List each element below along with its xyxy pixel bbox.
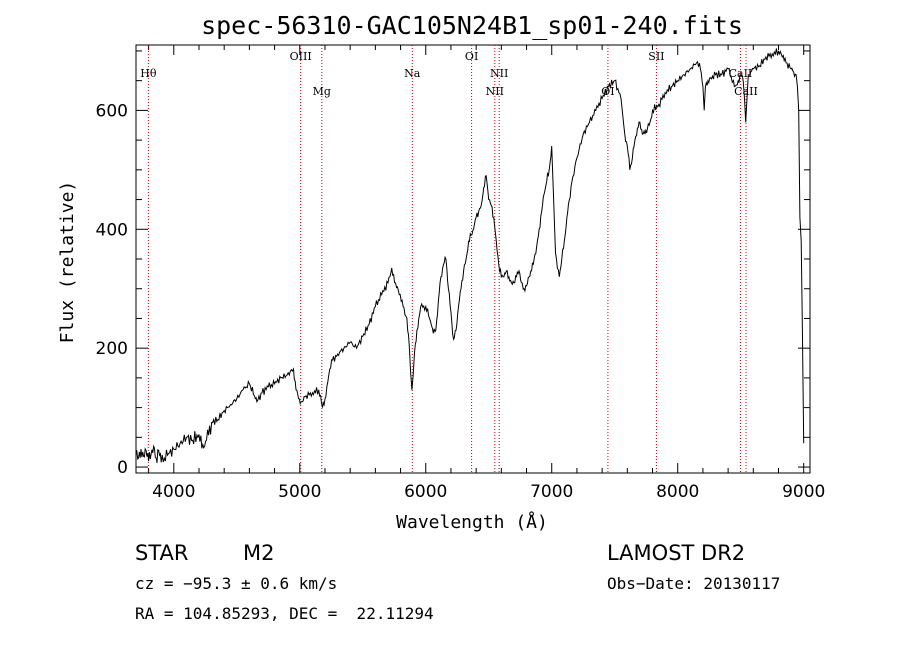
y-tick-label: 400	[96, 220, 128, 240]
x-axis-tick-labels: 4000 5000 6000 7000 8000 9000	[152, 482, 825, 502]
plot-frame	[135, 44, 811, 474]
spectral-line-label: NII	[490, 67, 508, 80]
x-tick-label: 9000	[782, 482, 825, 502]
spectral-line-label: OI	[465, 50, 478, 63]
redshift-velocity: cz = −95.3 ± 0.6 km/s	[135, 574, 338, 593]
y-tick-label: 0	[117, 458, 128, 478]
coordinates: RA = 104.85293, DEC = 22.11294	[135, 604, 434, 623]
spectral-line-label: CaII	[734, 85, 758, 98]
spectral-line-label: Na	[404, 67, 421, 80]
x-tick-label: 4000	[152, 482, 195, 502]
spectral-line-label: CaII	[729, 67, 753, 80]
y-axis-label: Flux (relative)	[57, 181, 78, 344]
spectral-line-label: NII	[486, 85, 504, 98]
x-tick-label: 7000	[530, 482, 573, 502]
spectral-line-label: Mg	[313, 85, 331, 98]
x-tick-label: 8000	[656, 482, 699, 502]
spectral-line-label: SII	[648, 50, 664, 63]
x-tick-label: 5000	[278, 482, 321, 502]
spectral-line-label: Hθ	[140, 67, 157, 80]
object-subclass: M2	[243, 541, 275, 565]
spectrum-line	[135, 48, 805, 463]
x-axis-label: Wavelength (Å)	[396, 511, 548, 533]
y-axis-ticks	[136, 50, 810, 468]
y-tick-label: 600	[96, 101, 128, 121]
y-tick-label: 200	[96, 339, 128, 359]
x-axis-ticks	[148, 45, 805, 473]
observation-date: Obs−Date: 20130117	[607, 574, 781, 593]
x-tick-label: 6000	[404, 482, 447, 502]
y-axis-tick-labels: 0 200 400 600	[96, 101, 128, 478]
survey-name: LAMOST DR2	[607, 541, 746, 565]
object-class: STAR	[135, 541, 189, 565]
chart-title: spec-56310-GAC105N24B1_sp01-240.fits	[201, 11, 743, 40]
spectral-line-label: OIII	[290, 50, 312, 63]
